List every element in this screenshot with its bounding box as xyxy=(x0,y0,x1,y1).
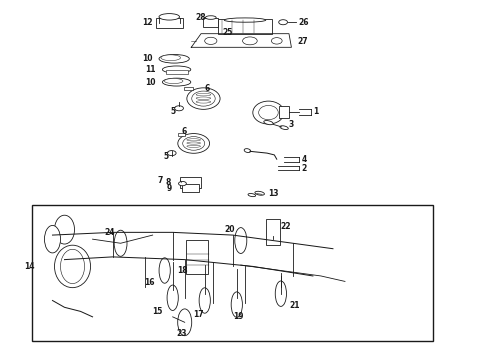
Ellipse shape xyxy=(60,249,85,284)
Ellipse shape xyxy=(167,150,176,156)
Text: 12: 12 xyxy=(143,18,153,27)
Ellipse shape xyxy=(279,20,288,25)
Ellipse shape xyxy=(159,54,189,63)
Ellipse shape xyxy=(183,136,205,150)
Bar xyxy=(166,69,188,74)
Text: 10: 10 xyxy=(145,78,155,87)
Text: 23: 23 xyxy=(177,329,187,338)
Text: 24: 24 xyxy=(104,228,115,237)
Ellipse shape xyxy=(178,134,210,153)
Ellipse shape xyxy=(196,97,211,99)
Text: 19: 19 xyxy=(233,312,243,321)
Text: 6: 6 xyxy=(205,84,210,93)
Ellipse shape xyxy=(235,228,247,253)
Text: 2: 2 xyxy=(301,164,306,173)
Text: 21: 21 xyxy=(289,301,299,310)
Circle shape xyxy=(253,101,284,124)
Bar xyxy=(186,240,208,274)
Ellipse shape xyxy=(205,37,217,44)
Text: 16: 16 xyxy=(145,278,155,287)
Bar xyxy=(218,19,272,34)
Ellipse shape xyxy=(54,215,74,244)
Ellipse shape xyxy=(231,292,243,317)
Bar xyxy=(177,133,185,136)
Ellipse shape xyxy=(255,191,265,195)
Text: 9: 9 xyxy=(167,184,172,193)
Ellipse shape xyxy=(114,230,127,256)
Text: 20: 20 xyxy=(225,225,235,234)
Text: 28: 28 xyxy=(195,13,206,22)
Text: 26: 26 xyxy=(299,18,309,27)
Text: 11: 11 xyxy=(145,66,155,75)
Ellipse shape xyxy=(244,149,251,153)
Text: 5: 5 xyxy=(164,152,169,161)
Ellipse shape xyxy=(264,121,273,125)
Bar xyxy=(203,18,218,27)
Text: 4: 4 xyxy=(301,155,306,164)
Ellipse shape xyxy=(174,106,183,111)
Ellipse shape xyxy=(271,38,282,44)
Ellipse shape xyxy=(187,139,200,141)
Text: 14: 14 xyxy=(24,262,35,271)
Ellipse shape xyxy=(187,142,200,144)
Text: 5: 5 xyxy=(171,107,176,116)
Ellipse shape xyxy=(243,37,257,45)
Ellipse shape xyxy=(196,100,211,103)
Bar xyxy=(32,205,433,341)
Ellipse shape xyxy=(162,66,191,73)
Text: 1: 1 xyxy=(314,107,318,116)
Ellipse shape xyxy=(187,145,200,147)
Bar xyxy=(266,219,280,246)
Circle shape xyxy=(259,105,278,120)
Text: 13: 13 xyxy=(269,189,279,198)
Text: 15: 15 xyxy=(153,307,163,316)
Bar xyxy=(156,18,183,28)
Ellipse shape xyxy=(248,193,256,197)
Text: 7: 7 xyxy=(157,176,162,185)
Text: 6: 6 xyxy=(181,127,187,136)
Ellipse shape xyxy=(162,78,191,86)
Ellipse shape xyxy=(192,91,215,106)
Ellipse shape xyxy=(187,88,220,109)
Ellipse shape xyxy=(178,309,192,336)
Text: 25: 25 xyxy=(222,28,232,37)
Text: 17: 17 xyxy=(193,310,203,319)
Ellipse shape xyxy=(164,78,183,84)
Text: 10: 10 xyxy=(143,54,153,63)
Ellipse shape xyxy=(167,285,178,310)
Ellipse shape xyxy=(275,281,287,306)
Bar xyxy=(180,177,200,188)
Ellipse shape xyxy=(159,258,171,283)
Ellipse shape xyxy=(178,181,186,186)
Ellipse shape xyxy=(199,288,210,313)
Text: 3: 3 xyxy=(289,120,294,129)
Bar xyxy=(184,87,193,90)
Ellipse shape xyxy=(205,16,216,19)
Ellipse shape xyxy=(224,18,266,22)
Ellipse shape xyxy=(196,93,211,96)
Bar xyxy=(182,184,199,192)
Text: 8: 8 xyxy=(166,177,171,186)
Ellipse shape xyxy=(161,55,180,60)
Text: 27: 27 xyxy=(298,37,308,46)
Bar xyxy=(279,106,290,118)
Ellipse shape xyxy=(159,14,179,20)
Ellipse shape xyxy=(280,126,288,130)
Text: 22: 22 xyxy=(281,222,292,231)
Text: 18: 18 xyxy=(177,266,187,275)
Ellipse shape xyxy=(45,225,60,253)
Ellipse shape xyxy=(54,245,91,288)
